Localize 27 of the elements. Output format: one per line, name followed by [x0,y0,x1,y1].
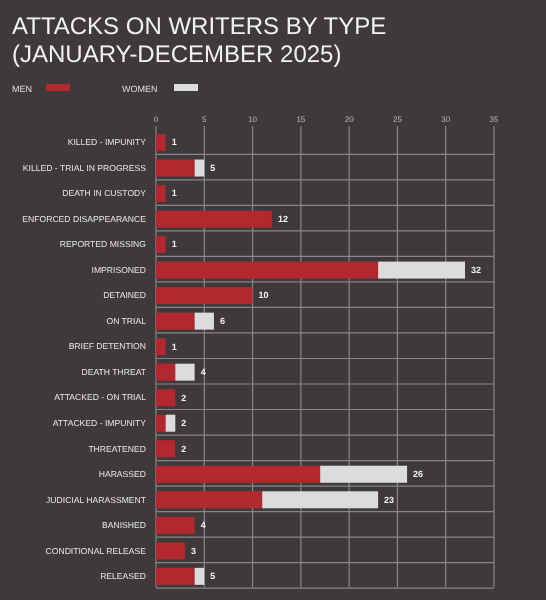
bar [156,567,195,585]
bar [156,491,263,509]
bar [156,236,166,254]
bar [156,261,379,279]
bar [378,261,466,279]
bar [156,312,195,330]
bar [156,338,166,356]
bar [262,491,379,509]
bar [194,567,205,585]
bar [194,312,214,330]
bar [156,389,176,407]
bar [156,542,185,560]
bar [156,363,176,381]
bar [156,287,253,305]
bar [156,210,272,228]
bar [156,516,195,534]
bar [156,440,176,458]
bar [156,185,166,203]
bar [165,414,176,432]
bar [156,159,195,177]
bar [156,134,166,151]
bar [320,465,408,483]
bar [156,414,166,432]
chart-title: ATTACKS ON WRITERS BY TYPE (JANUARY-DECEMBER 2025) [12,12,387,68]
bar [175,363,195,381]
bar [156,465,321,483]
bar [194,159,205,177]
